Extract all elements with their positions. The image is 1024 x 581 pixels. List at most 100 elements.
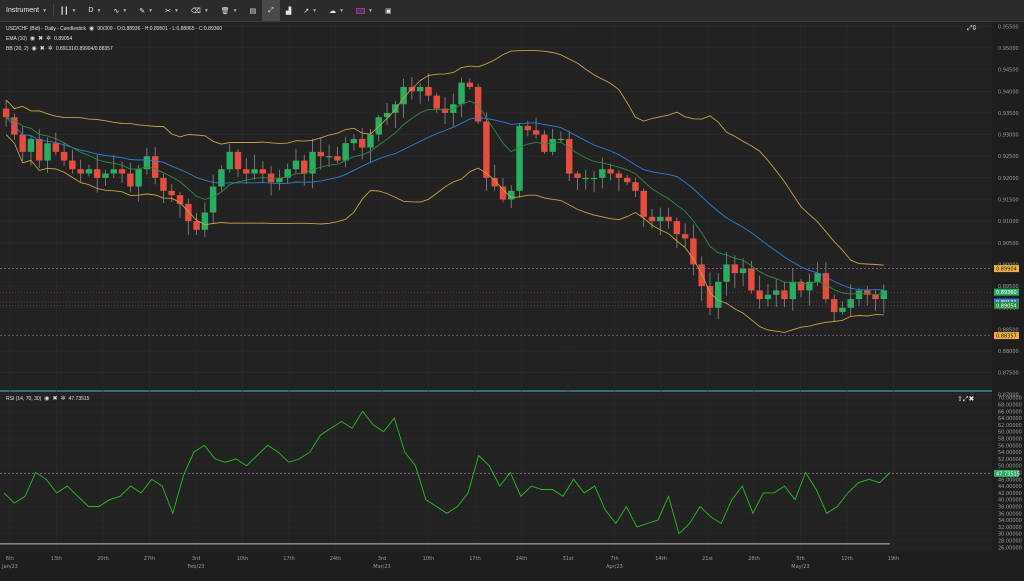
- chevron-down-icon: ▼: [312, 7, 318, 14]
- fullscreen-toggle[interactable]: ⤢: [262, 0, 280, 21]
- candle-type-button[interactable]: ┃┃ ▼: [54, 0, 82, 21]
- chevron-down-icon: ▼: [368, 7, 373, 14]
- eye-icon[interactable]: ◉: [44, 396, 50, 402]
- time-tick-label: 31st: [563, 556, 574, 562]
- candle-body: [127, 173, 134, 187]
- maximize-button[interactable]: ▣: [379, 0, 398, 21]
- rsi-tick-label: 44.00000: [998, 484, 1022, 490]
- close-icon[interactable]: ✖: [39, 46, 45, 52]
- candle-body: [797, 281, 805, 291]
- close-icon[interactable]: ✖: [52, 396, 58, 402]
- period-dropdown[interactable]: D ▼: [82, 0, 107, 21]
- time-tick-label: 6th: [6, 556, 14, 562]
- gear-icon[interactable]: ✲: [60, 396, 66, 402]
- rsi-tick-label: 26.00000: [998, 545, 1022, 551]
- candle-body: [864, 290, 871, 295]
- erase-button[interactable]: ⌫ ▼: [185, 0, 215, 21]
- candle-body: [69, 160, 76, 170]
- candle-body: [565, 138, 573, 174]
- ema-line: [5, 100, 884, 296]
- rsi-tick-label: 68.00000: [998, 403, 1022, 409]
- candle-body: [358, 138, 366, 148]
- rsi-tick-label: 38.00000: [998, 505, 1022, 511]
- panel-controls-icon[interactable]: ⇧⤢✖: [957, 396, 975, 403]
- candle-body: [433, 95, 440, 109]
- candle-body: [466, 82, 474, 87]
- candle-body: [789, 281, 797, 300]
- candle-body: [441, 108, 449, 113]
- rsi-tick-label: 70.00000: [998, 396, 1022, 402]
- price-badge-label: 0.88357: [996, 334, 1017, 340]
- settings-button[interactable]: ☁ ▼: [323, 0, 350, 21]
- trash-icon: 🗑: [220, 7, 230, 15]
- chart-area[interactable]: 0.95500 0.95000 0.94500 0.94000 0.93500 0.930…: [0, 22, 1024, 576]
- template-button[interactable]: ▤: [244, 0, 263, 21]
- time-tick-month: Feb/23: [188, 564, 205, 570]
- rsi-tick-label: 46.00000: [998, 477, 1022, 483]
- instrument-dropdown[interactable]: Instrument ▼: [0, 0, 53, 21]
- close-icon[interactable]: ✖: [38, 36, 44, 42]
- price-badge-label: 0.89360: [996, 290, 1017, 296]
- price-tick-label: 0.94000: [998, 89, 1019, 95]
- price-badge: [994, 301, 1019, 309]
- candle-body: [557, 138, 565, 141]
- candle-body: [60, 151, 68, 161]
- language-button[interactable]: ▼: [350, 0, 379, 21]
- price-tick-label: 0.94500: [998, 68, 1019, 74]
- drawing-tools-button[interactable]: ✎ ▼: [133, 0, 159, 21]
- candle-body: [508, 190, 515, 200]
- expand-icon[interactable]: ⤢⇩: [967, 25, 977, 32]
- indicators-button[interactable]: ∿ ▼: [107, 0, 133, 21]
- gear-icon[interactable]: ✲: [46, 36, 52, 42]
- candle-body: [731, 264, 739, 274]
- share-button[interactable]: ↗ ▼: [297, 0, 323, 21]
- candle-body: [657, 216, 664, 222]
- candle-body: [764, 294, 772, 300]
- candle-body: [607, 169, 614, 174]
- crosshair-button[interactable]: ✂ ▼: [159, 0, 185, 21]
- chevron-down-icon: ▼: [203, 7, 209, 14]
- candle-body: [590, 177, 598, 180]
- divider: [53, 4, 55, 17]
- candle-body: [27, 138, 35, 152]
- candlestick-icon: ┃┃: [60, 7, 69, 15]
- gear-icon[interactable]: ✲: [47, 46, 53, 52]
- candle-body: [52, 143, 60, 152]
- waveform-icon: ∿: [113, 7, 120, 15]
- eye-icon[interactable]: ◉: [29, 36, 36, 42]
- chevron-down-icon: ▼: [232, 7, 238, 14]
- candle-body: [19, 134, 26, 152]
- rsi-tick-label: 50.00000: [998, 464, 1022, 470]
- eraser-icon: ⌫: [190, 7, 201, 15]
- delete-button[interactable]: 🗑 ▼: [215, 0, 244, 21]
- candle-body: [416, 86, 424, 92]
- candle-body: [491, 177, 498, 187]
- candle-body: [847, 299, 854, 308]
- rsi-legend-title: RSI (14, 70, 30): [6, 395, 42, 402]
- candle-body: [665, 216, 672, 222]
- candle-body: [143, 156, 151, 170]
- price-badge: [994, 332, 1019, 340]
- candle-body: [524, 125, 532, 131]
- chart-canvas[interactable]: 0.95500 0.95000 0.94500 0.94000 0.93500 0.930…: [0, 22, 1024, 576]
- time-tick-label: 14th: [655, 556, 667, 562]
- eye-icon[interactable]: ◉: [31, 46, 37, 52]
- price-badge-label: 0.89054: [996, 303, 1017, 309]
- candle-body: [880, 290, 888, 300]
- candle-body: [317, 151, 325, 157]
- chart-bars-button[interactable]: ▟: [280, 0, 297, 21]
- candle-body: [698, 264, 705, 287]
- candle-body: [168, 190, 175, 196]
- uk-flag-icon: [356, 7, 366, 14]
- price-tick-label: 0.93000: [998, 133, 1019, 139]
- time-tick-label: 3rd: [192, 556, 200, 562]
- rsi-legend: RSI (14, 70, 30) ◉ ✖ ✲ 47.73515: [6, 395, 89, 403]
- price-panel-bg: [0, 22, 992, 390]
- candle-body: [118, 169, 126, 174]
- candle-body: [615, 173, 623, 178]
- candle-body: [623, 177, 631, 183]
- price-tick-label: 0.90500: [998, 241, 1019, 247]
- candle-body: [425, 86, 432, 96]
- price-tick-label: 0.95000: [998, 46, 1019, 52]
- candle-body: [218, 169, 225, 187]
